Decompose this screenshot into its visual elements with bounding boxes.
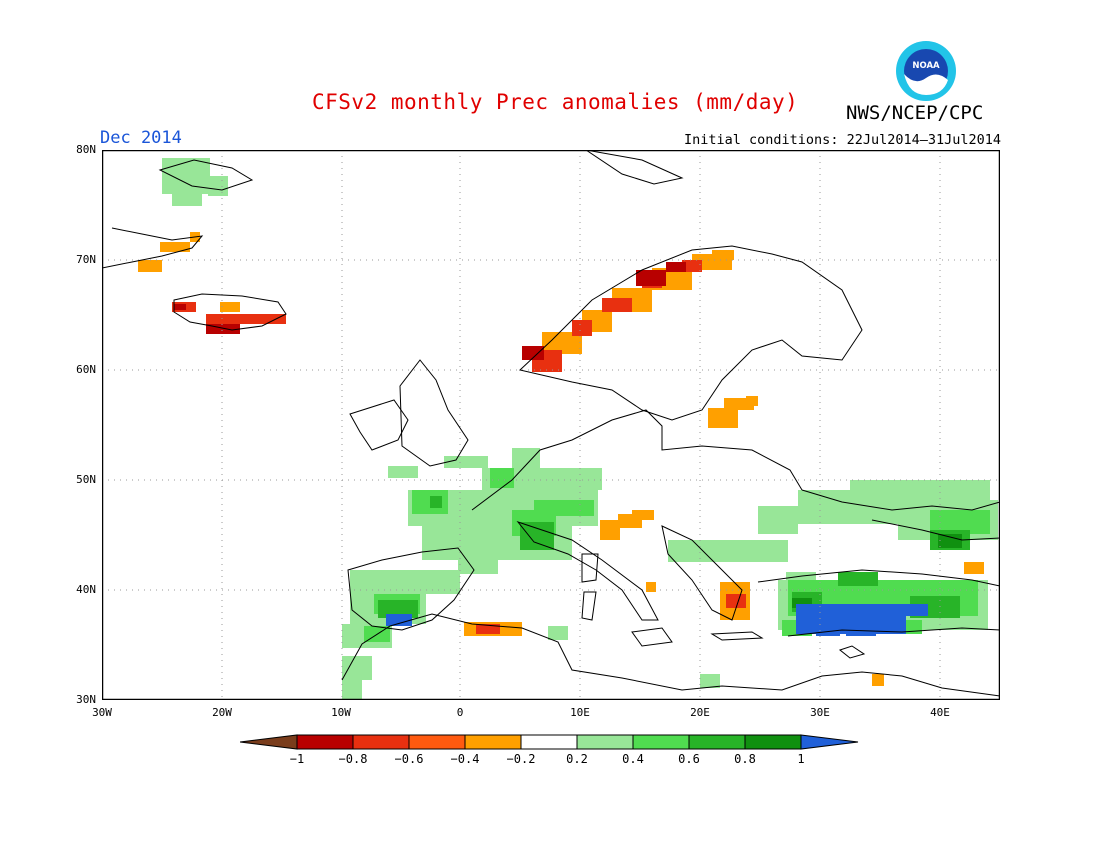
colorbar-label: −0.6 xyxy=(394,752,424,766)
colorbar-label: 0.6 xyxy=(678,752,700,766)
lat-label: 60N xyxy=(76,363,96,376)
colorbar-label: −0.8 xyxy=(338,752,368,766)
colorbar xyxy=(240,734,859,750)
lon-label: 30W xyxy=(92,706,112,719)
lon-label: 20E xyxy=(690,706,710,719)
colorbar-swatch xyxy=(576,734,634,750)
anomaly-shading xyxy=(138,158,998,700)
lat-label: 30N xyxy=(76,693,96,706)
colorbar-swatch xyxy=(688,734,746,750)
colorbar-swatch xyxy=(520,734,578,750)
map-panel xyxy=(102,150,1000,700)
agency-label: NWS/NCEP/CPC xyxy=(846,102,984,124)
colorbar-label: −0.2 xyxy=(506,752,536,766)
lon-label: 10E xyxy=(570,706,590,719)
colorbar-label: 0.8 xyxy=(734,752,756,766)
colorbar-label: −1 xyxy=(289,752,305,766)
colorbar-label: 0.4 xyxy=(622,752,644,766)
lon-label: 10W xyxy=(331,706,351,719)
map-frame xyxy=(102,150,1000,700)
colorbar-label: 0.2 xyxy=(566,752,588,766)
colorbar-swatch xyxy=(352,734,410,750)
lon-label: 0 xyxy=(456,706,464,719)
lat-label: 70N xyxy=(76,253,96,266)
colorbar-swatch xyxy=(464,734,522,750)
colorbar-arrow-high xyxy=(800,734,859,750)
lat-label: 80N xyxy=(76,143,96,156)
coastlines xyxy=(102,150,1000,697)
initial-conditions: Initial conditions: 22Jul2014–31Jul2014 xyxy=(684,132,1001,148)
colorbar-arrow-low xyxy=(240,734,298,750)
colorbar-swatch xyxy=(296,734,354,750)
colorbar-label: −0.4 xyxy=(450,752,480,766)
lon-label: 40E xyxy=(930,706,950,719)
lat-label: 40N xyxy=(76,583,96,596)
lon-label: 20W xyxy=(212,706,232,719)
chart-title: CFSv2 monthly Prec anomalies (mm/day) xyxy=(312,90,799,114)
colorbar-swatch xyxy=(408,734,466,750)
noaa-logo: NOAA xyxy=(896,41,956,101)
lat-label: 50N xyxy=(76,473,96,486)
lon-label: 30E xyxy=(810,706,830,719)
colorbar-swatch xyxy=(744,734,802,750)
colorbar-swatch xyxy=(632,734,690,750)
logo-text: NOAA xyxy=(912,61,940,71)
forecast-month: Dec 2014 xyxy=(100,128,182,148)
colorbar-label: 1 xyxy=(797,752,805,766)
